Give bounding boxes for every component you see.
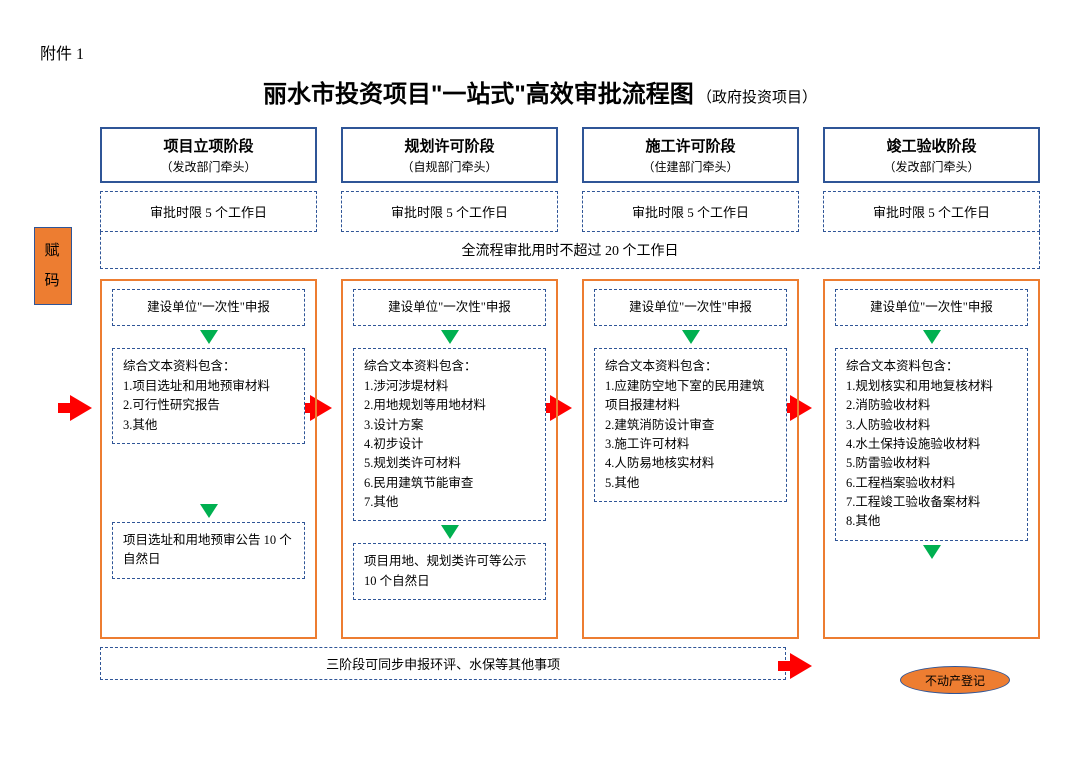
bottom-box: 项目选址和用地预审公告 10 个自然日 (112, 522, 305, 579)
arrow-down-icon (200, 330, 218, 344)
footnote-wrap: 三阶段可同步申报环评、水保等其他事项 不动产登记 (100, 647, 1040, 680)
materials-list: 1.规划核实和用地复核材料 2.消防验收材料 3.人防验收材料 4.水土保持设施… (846, 379, 993, 529)
overall-time-limit: 全流程审批用时不超过 20 个工作日 (100, 232, 1040, 269)
materials-box: 综合文本资料包含： 1.规划核实和用地复核材料 2.消防验收材料 3.人防验收材… (835, 348, 1028, 540)
arrow-down-icon (441, 525, 459, 539)
stage-column-1: 建设单位"一次性"申报 综合文本资料包含： 1.项目选址和用地预审材料 2.可行… (100, 279, 317, 639)
stage-dept: （发改部门牵头） (829, 158, 1034, 175)
assign-code-char1: 赋 (44, 236, 61, 266)
stage-headers: 项目立项阶段 （发改部门牵头） 规划许可阶段 （自规部门牵头） 施工许可阶段 （… (100, 127, 1040, 183)
stage-dept: （住建部门牵头） (588, 158, 793, 175)
stage-header-4: 竣工验收阶段 （发改部门牵头） (823, 127, 1040, 183)
flowchart-container: 项目立项阶段 （发改部门牵头） 规划许可阶段 （自规部门牵头） 施工许可阶段 （… (100, 127, 1040, 680)
columns: 建设单位"一次性"申报 综合文本资料包含： 1.项目选址和用地预审材料 2.可行… (100, 279, 1040, 639)
final-node: 不动产登记 (900, 666, 1010, 694)
materials-header: 综合文本资料包含： (605, 359, 718, 373)
stage-title: 施工许可阶段 (588, 135, 793, 156)
time-limit-4: 审批时限 5 个工作日 (823, 191, 1040, 232)
assign-code-char2: 码 (44, 266, 61, 296)
materials-box: 综合文本资料包含： 1.涉河涉堤材料 2.用地规划等用地材料 3.设计方案 4.… (353, 348, 546, 521)
time-limit-3: 审批时限 5 个工作日 (582, 191, 799, 232)
apply-box: 建设单位"一次性"申报 (594, 289, 787, 326)
title-row: 丽水市投资项目"一站式"高效审批流程图 （政府投资项目） (40, 74, 1040, 109)
stage-dept: （发改部门牵头） (106, 158, 311, 175)
materials-header: 综合文本资料包含： (846, 359, 959, 373)
materials-list: 1.应建防空地下室的民用建筑项目报建材料 2.建筑消防设计审查 3.施工许可材料… (605, 379, 764, 490)
arrow-down-icon (923, 545, 941, 559)
materials-list: 1.项目选址和用地预审材料 2.可行性研究报告 3.其他 (123, 379, 270, 432)
arrow-down-icon (200, 504, 218, 518)
title-main: 丽水市投资项目"一站式"高效审批流程图 (263, 81, 694, 108)
stage-title: 竣工验收阶段 (829, 135, 1034, 156)
arrow-down-icon (682, 330, 700, 344)
apply-box: 建设单位"一次性"申报 (835, 289, 1028, 326)
materials-list: 1.涉河涉堤材料 2.用地规划等用地材料 3.设计方案 4.初步设计 5.规划类… (364, 379, 486, 509)
materials-box: 综合文本资料包含： 1.项目选址和用地预审材料 2.可行性研究报告 3.其他 (112, 348, 305, 444)
time-limit-2: 审批时限 5 个工作日 (341, 191, 558, 232)
arrow-down-icon (441, 330, 459, 344)
assign-code-box: 赋 码 (34, 227, 72, 305)
arrow-right-icon (70, 395, 92, 421)
stage-dept: （自规部门牵头） (347, 158, 552, 175)
stage-column-2: 建设单位"一次性"申报 综合文本资料包含： 1.涉河涉堤材料 2.用地规划等用地… (341, 279, 558, 639)
title-sub: （政府投资项目） (697, 90, 817, 106)
attachment-label: 附件 1 (40, 40, 1040, 64)
materials-header: 综合文本资料包含： (123, 359, 236, 373)
footnote-box: 三阶段可同步申报环评、水保等其他事项 (100, 647, 786, 680)
materials-header: 综合文本资料包含： (364, 359, 477, 373)
bottom-box: 项目用地、规划类许可等公示 10 个自然日 (353, 543, 546, 600)
stage-column-3: 建设单位"一次性"申报 综合文本资料包含： 1.应建防空地下室的民用建筑项目报建… (582, 279, 799, 639)
materials-box: 综合文本资料包含： 1.应建防空地下室的民用建筑项目报建材料 2.建筑消防设计审… (594, 348, 787, 502)
time-limit-row: 审批时限 5 个工作日 审批时限 5 个工作日 审批时限 5 个工作日 审批时限… (100, 191, 1040, 232)
main-area: 建设单位"一次性"申报 综合文本资料包含： 1.项目选址和用地预审材料 2.可行… (100, 279, 1040, 680)
stage-title: 规划许可阶段 (347, 135, 552, 156)
apply-box: 建设单位"一次性"申报 (353, 289, 546, 326)
stage-header-1: 项目立项阶段 （发改部门牵头） (100, 127, 317, 183)
apply-box: 建设单位"一次性"申报 (112, 289, 305, 326)
arrow-right-icon (790, 653, 812, 679)
stage-header-3: 施工许可阶段 （住建部门牵头） (582, 127, 799, 183)
stage-column-4: 建设单位"一次性"申报 综合文本资料包含： 1.规划核实和用地复核材料 2.消防… (823, 279, 1040, 639)
time-limit-1: 审批时限 5 个工作日 (100, 191, 317, 232)
stage-title: 项目立项阶段 (106, 135, 311, 156)
arrow-down-icon (923, 330, 941, 344)
stage-header-2: 规划许可阶段 （自规部门牵头） (341, 127, 558, 183)
